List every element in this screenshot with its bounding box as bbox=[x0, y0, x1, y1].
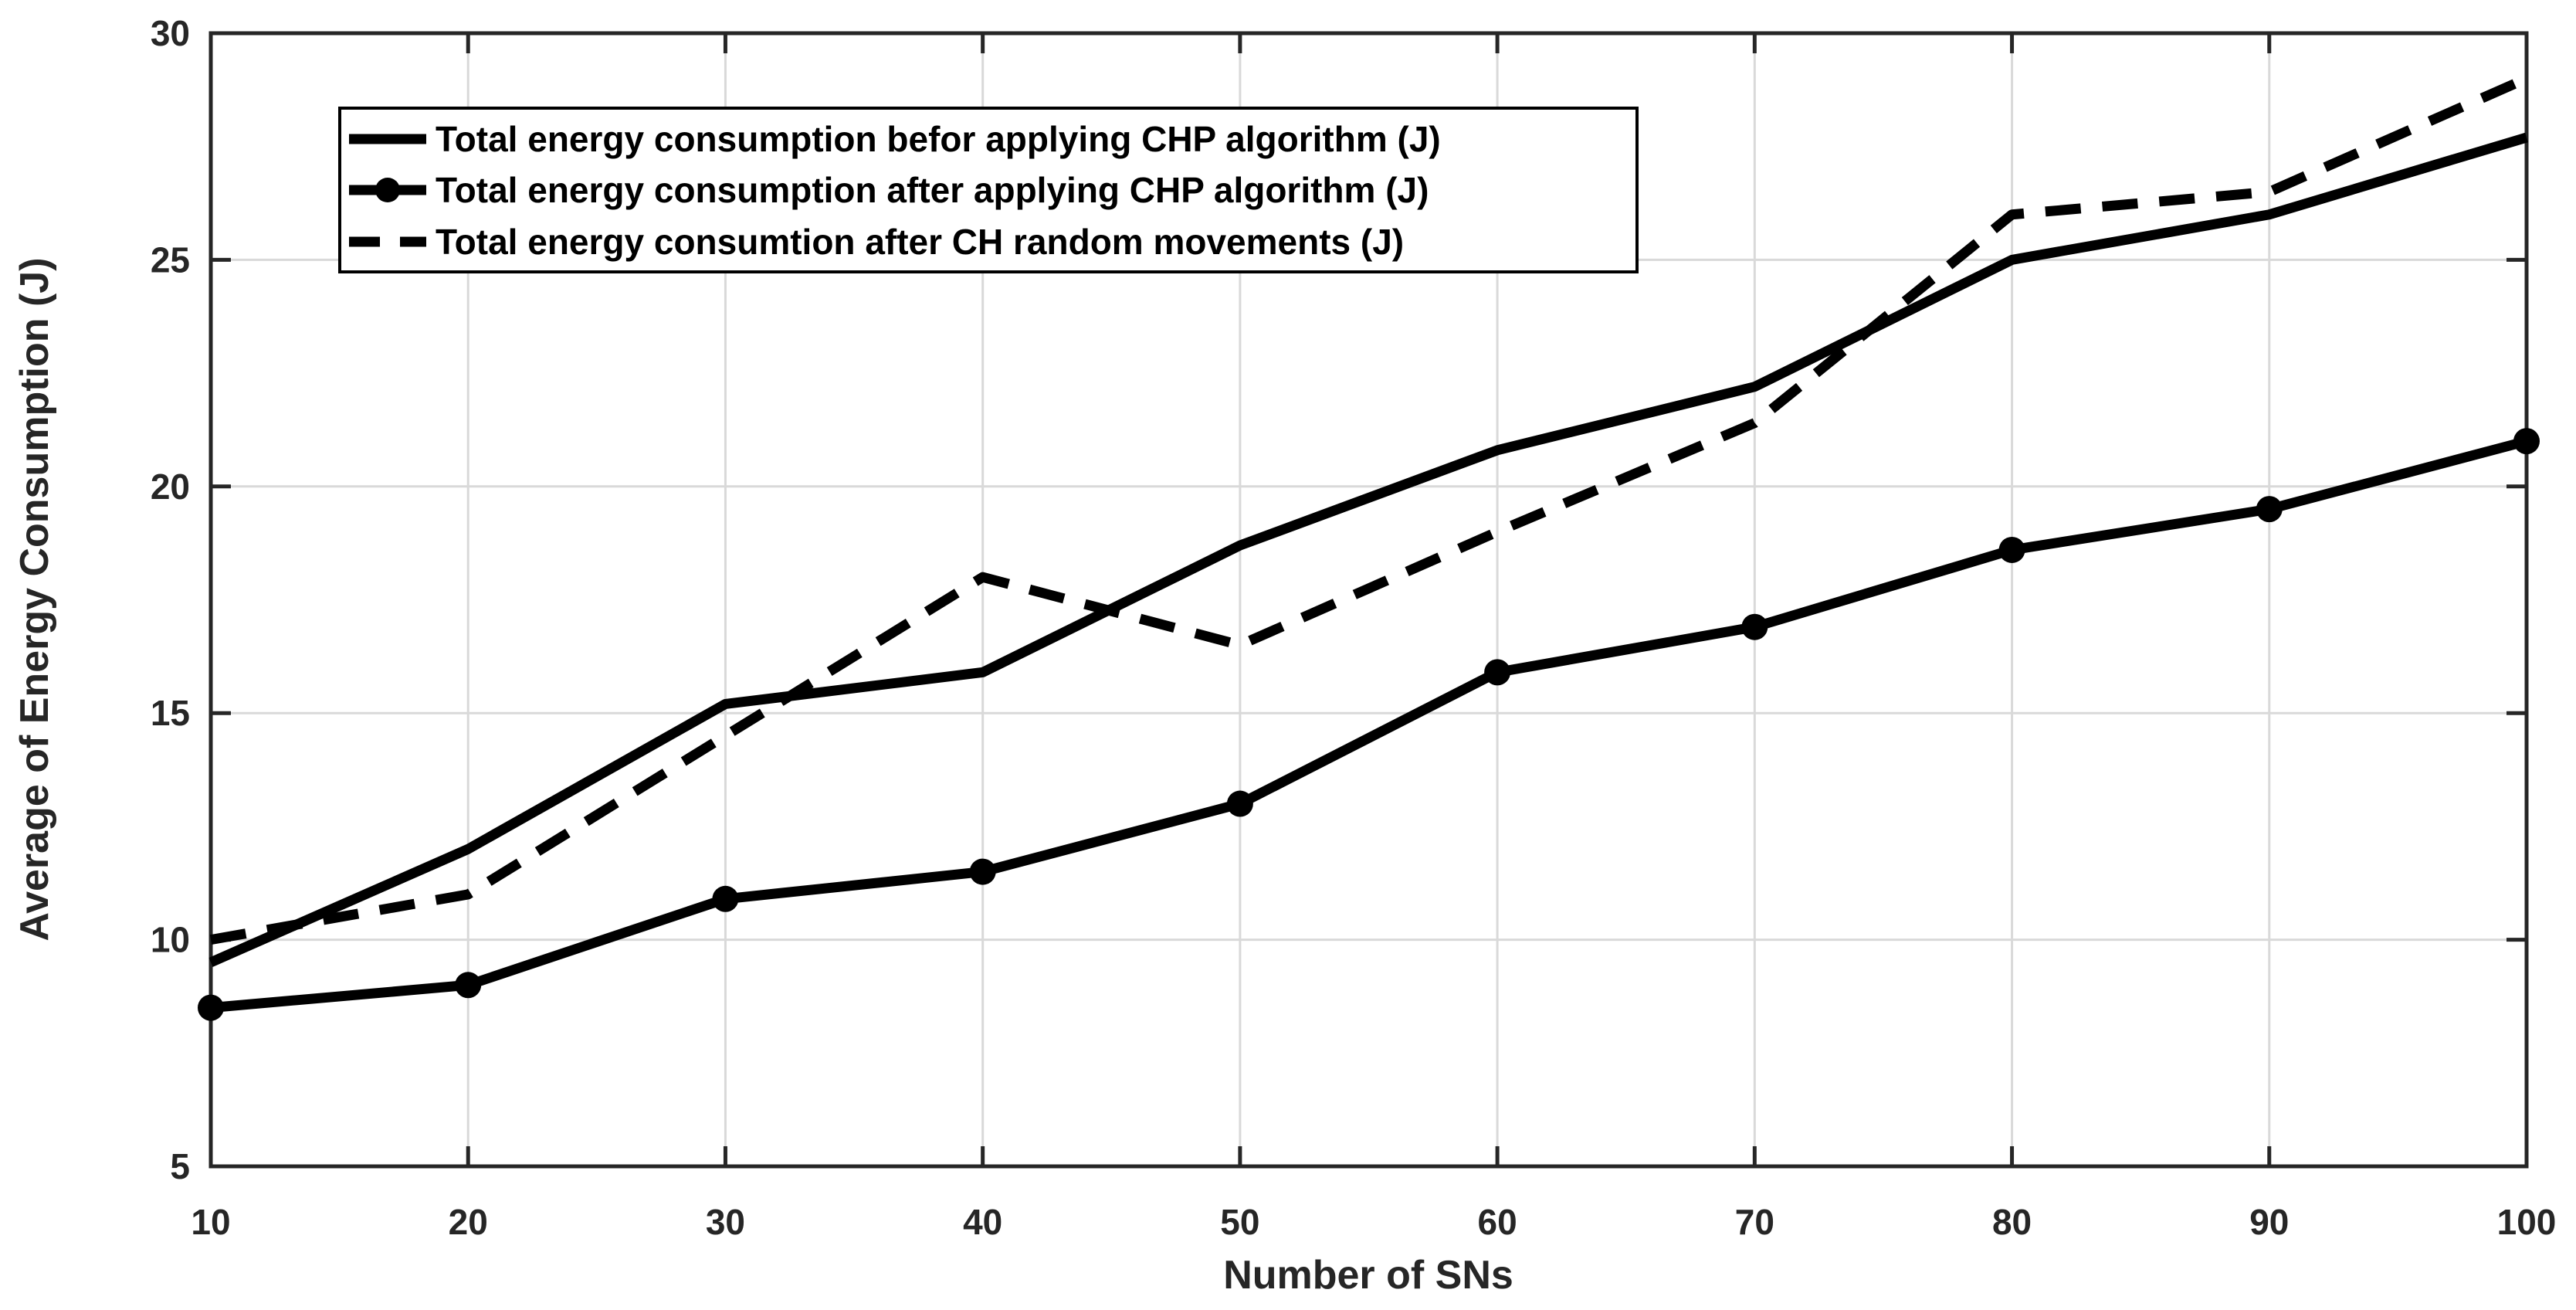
x-tick-label: 50 bbox=[1220, 1202, 1259, 1242]
series-line-1 bbox=[208, 132, 2528, 967]
x-tick-label: 10 bbox=[191, 1202, 230, 1242]
legend-label: Total energy consumption after applying … bbox=[436, 170, 1429, 210]
y-axis-label: Average of Energy Consumption (J) bbox=[12, 257, 57, 941]
series-layer bbox=[198, 73, 2540, 1021]
x-tick-label: 20 bbox=[449, 1202, 488, 1242]
data-point-marker bbox=[1226, 790, 1253, 817]
x-axis-label: Number of SNs bbox=[1223, 1253, 1513, 1298]
y-tick-labels: 5 10 15 20 25 30 bbox=[151, 13, 190, 1186]
y-tick-label: 20 bbox=[151, 467, 190, 507]
data-point-marker bbox=[1484, 659, 1511, 686]
series-line-3 bbox=[209, 73, 2529, 945]
data-point-marker bbox=[455, 972, 482, 999]
x-tick-label: 60 bbox=[1478, 1202, 1517, 1242]
y-tick-label: 25 bbox=[151, 239, 190, 280]
legend-label: Total energy consumption befor applying … bbox=[436, 119, 1441, 159]
plot-box bbox=[208, 31, 2529, 1169]
data-point-marker bbox=[1998, 536, 2025, 563]
data-point-marker bbox=[712, 885, 739, 912]
x-tick-label: 30 bbox=[706, 1202, 745, 1242]
tick-layer bbox=[208, 31, 2529, 1169]
data-point-marker bbox=[198, 994, 224, 1021]
data-point-marker bbox=[1741, 613, 1768, 640]
y-tick-label: 5 bbox=[170, 1146, 190, 1186]
x-tick-label: 70 bbox=[1735, 1202, 1774, 1242]
y-tick-label: 30 bbox=[151, 13, 190, 53]
x-tick-label: 90 bbox=[2249, 1202, 2289, 1242]
x-tick-label: 40 bbox=[963, 1202, 1002, 1242]
y-tick-label: 10 bbox=[151, 920, 190, 960]
x-tick-label: 100 bbox=[2497, 1202, 2557, 1242]
series-line-2 bbox=[210, 436, 2528, 1013]
y-tick-label: 15 bbox=[151, 693, 190, 733]
legend-label: Total energy consumtion after CH random … bbox=[436, 222, 1404, 262]
data-point-marker bbox=[2256, 496, 2283, 523]
x-tick-labels: 10 20 30 40 50 60 70 80 90 100 bbox=[191, 1202, 2556, 1242]
legend-sample-marker bbox=[375, 178, 400, 202]
legend-box bbox=[338, 107, 1639, 273]
x-tick-label: 80 bbox=[1992, 1202, 2032, 1242]
data-point-marker bbox=[2513, 428, 2540, 455]
data-point-marker bbox=[969, 858, 996, 885]
legend: Total energy consumption befor applying … bbox=[338, 107, 1639, 273]
